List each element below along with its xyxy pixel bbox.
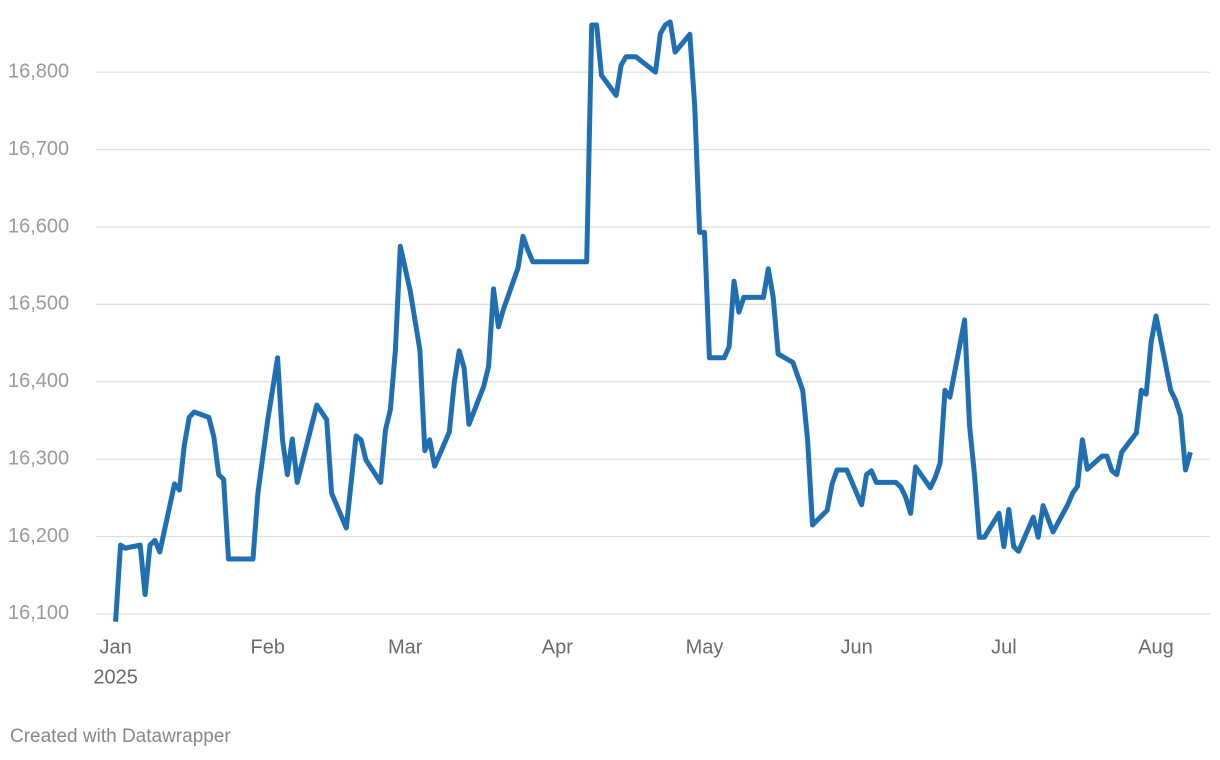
x-year-label: 2025: [93, 666, 138, 688]
y-tick-label: 16,100: [8, 602, 69, 624]
x-tick-label: Aug: [1138, 636, 1174, 658]
x-tick-label: Mar: [388, 636, 423, 658]
x-tick-label: May: [686, 636, 724, 658]
x-tick-label: Jul: [991, 636, 1017, 658]
y-tick-label: 16,600: [8, 215, 69, 237]
footer: Created with Datawrapper: [10, 726, 231, 747]
y-tick-label: 16,200: [8, 525, 69, 547]
x-tick-label: Jun: [841, 636, 873, 658]
y-tick-label: 16,300: [8, 447, 69, 469]
x-tick-label: Jan: [100, 636, 132, 658]
y-tick-label: 16,700: [8, 138, 69, 160]
data-line: [113, 19, 1193, 622]
y-tick-label: 16,800: [8, 60, 69, 82]
x-tick-label: Apr: [542, 636, 573, 658]
x-tick-label: Feb: [251, 636, 285, 658]
y-tick-label: 16,400: [8, 370, 69, 392]
y-tick-label: 16,500: [8, 293, 69, 315]
